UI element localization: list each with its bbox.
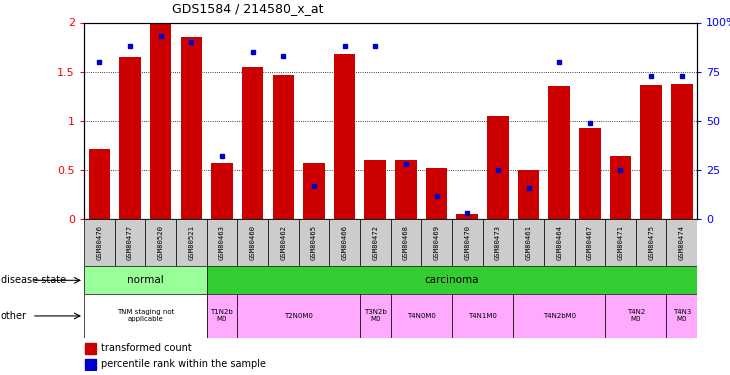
Text: GSM80477: GSM80477 <box>127 225 133 260</box>
Bar <box>237 219 268 266</box>
Bar <box>666 219 697 266</box>
Text: GSM80461: GSM80461 <box>526 225 531 260</box>
Text: T4N1M0: T4N1M0 <box>468 313 497 319</box>
Bar <box>605 219 636 266</box>
Text: GSM80466: GSM80466 <box>342 225 347 260</box>
Bar <box>548 87 570 219</box>
Text: normal: normal <box>127 275 164 285</box>
Text: T4N2
M0: T4N2 M0 <box>626 309 645 322</box>
Bar <box>452 219 483 266</box>
Text: GSM80472: GSM80472 <box>372 225 378 260</box>
Text: GSM80521: GSM80521 <box>188 225 194 260</box>
Bar <box>391 219 421 266</box>
Bar <box>456 214 478 219</box>
Text: T4N2bM0: T4N2bM0 <box>542 313 576 319</box>
Text: T1N2b
M0: T1N2b M0 <box>210 309 234 322</box>
Bar <box>636 219 666 266</box>
Bar <box>395 160 417 219</box>
Text: GSM80463: GSM80463 <box>219 225 225 260</box>
Bar <box>84 219 115 266</box>
Bar <box>671 84 693 219</box>
Text: GSM80520: GSM80520 <box>158 225 164 260</box>
Text: GSM80468: GSM80468 <box>403 225 409 260</box>
Text: GSM80462: GSM80462 <box>280 225 286 260</box>
Bar <box>180 37 202 219</box>
Bar <box>84 294 207 338</box>
Text: TNM staging not
applicable: TNM staging not applicable <box>117 309 174 322</box>
Bar <box>426 168 447 219</box>
Text: GSM80475: GSM80475 <box>648 225 654 260</box>
Bar <box>145 219 176 266</box>
Bar <box>299 219 329 266</box>
Bar <box>610 156 631 219</box>
Bar <box>579 128 601 219</box>
Text: T3N2b
M0: T3N2b M0 <box>364 309 387 322</box>
Bar <box>452 294 513 338</box>
Bar <box>115 219 145 266</box>
Text: percentile rank within the sample: percentile rank within the sample <box>101 359 266 369</box>
Bar <box>513 294 605 338</box>
Bar <box>176 219 207 266</box>
Bar <box>513 219 544 266</box>
Bar <box>268 219 299 266</box>
Bar <box>88 148 110 219</box>
Text: GSM80464: GSM80464 <box>556 225 562 260</box>
Bar <box>84 266 207 294</box>
Bar <box>207 219 237 266</box>
Text: GDS1584 / 214580_x_at: GDS1584 / 214580_x_at <box>172 2 323 15</box>
Text: GSM80467: GSM80467 <box>587 225 593 260</box>
Bar <box>303 163 325 219</box>
Bar <box>119 57 141 219</box>
Bar <box>211 163 233 219</box>
Bar <box>364 160 386 219</box>
Text: GSM80470: GSM80470 <box>464 225 470 260</box>
Bar <box>421 219 452 266</box>
Text: T4N3
M0: T4N3 M0 <box>672 309 691 322</box>
Text: T4N0M0: T4N0M0 <box>407 313 436 319</box>
Bar <box>207 266 697 294</box>
Bar <box>487 116 509 219</box>
Text: T2N0M0: T2N0M0 <box>284 313 313 319</box>
Bar <box>360 294 391 338</box>
Bar <box>640 84 662 219</box>
Bar <box>150 22 172 219</box>
Text: GSM80473: GSM80473 <box>495 225 501 260</box>
Text: disease state: disease state <box>1 275 66 285</box>
Text: GSM80474: GSM80474 <box>679 225 685 260</box>
Bar <box>237 294 360 338</box>
Bar <box>575 219 605 266</box>
Bar <box>334 54 356 219</box>
Bar <box>360 219 391 266</box>
Text: GSM80471: GSM80471 <box>618 225 623 260</box>
Bar <box>544 219 575 266</box>
Bar <box>85 358 96 370</box>
Text: carcinoma: carcinoma <box>425 275 479 285</box>
Text: GSM80469: GSM80469 <box>434 225 439 260</box>
Bar <box>666 294 697 338</box>
Bar <box>483 219 513 266</box>
Bar <box>391 294 452 338</box>
Bar <box>242 67 264 219</box>
Bar <box>85 343 96 354</box>
Text: GSM80460: GSM80460 <box>250 225 256 260</box>
Bar <box>605 294 666 338</box>
Bar <box>207 294 237 338</box>
Text: GSM80476: GSM80476 <box>96 225 102 260</box>
Text: transformed count: transformed count <box>101 343 192 353</box>
Text: GSM80465: GSM80465 <box>311 225 317 260</box>
Text: other: other <box>1 311 27 321</box>
Bar <box>272 75 294 219</box>
Bar <box>518 170 539 219</box>
Bar <box>329 219 360 266</box>
